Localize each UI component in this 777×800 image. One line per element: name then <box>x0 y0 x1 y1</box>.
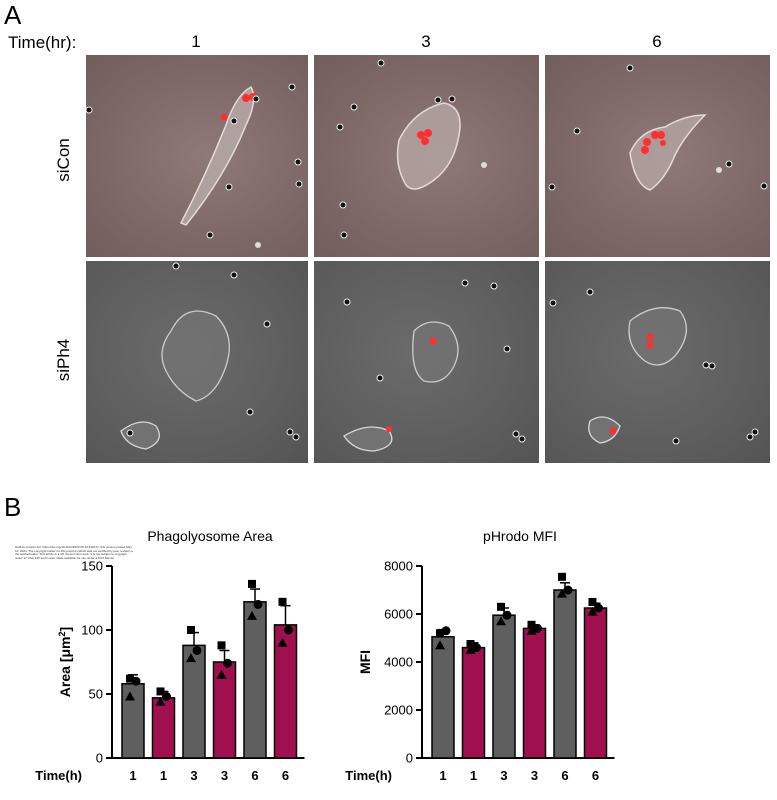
bar-0-4 <box>243 601 267 759</box>
bar-1-1 <box>461 646 486 759</box>
x-tick-label-1-2: 3 <box>500 768 507 783</box>
point-circle-0-3 <box>223 658 232 668</box>
x-axis-label-0: Time(h) <box>35 768 82 783</box>
x-tick-label-1-5: 6 <box>592 768 599 783</box>
time-label: Time(hr): <box>8 33 77 52</box>
micrograph-siph4-6h-content <box>549 288 759 445</box>
point-square-0-4 <box>248 579 256 588</box>
point-square-1-1 <box>466 640 475 648</box>
bar-1-3 <box>522 627 547 759</box>
bar-1-5 <box>583 607 608 759</box>
point-circle-1-2 <box>502 610 512 620</box>
chart-title-area: Phagolyosome Area <box>147 528 273 544</box>
y-tick-label-0-1: 50 <box>89 687 103 702</box>
micrograph-sicon-1h <box>86 55 308 257</box>
point-circle-0-0 <box>131 676 141 686</box>
micrograph-sicon-3h-content <box>336 59 487 239</box>
x-tick-label-1-1: 1 <box>470 768 477 783</box>
point-square-1-3 <box>527 620 536 629</box>
panel-b-letter: B <box>4 492 22 522</box>
micrograph-siph4-3h <box>314 261 539 463</box>
point-triangle-1-0 <box>435 640 445 650</box>
x-tick-label-0-3: 3 <box>221 768 228 783</box>
point-square-1-0 <box>436 629 444 638</box>
y-tick-label-1-3: 6000 <box>384 607 413 622</box>
x-tick-label-0-1: 1 <box>160 768 167 783</box>
panel-a-letter: A <box>4 0 22 30</box>
x-tick-label-1-3: 3 <box>531 768 538 783</box>
column-header-1: 1 <box>191 32 201 51</box>
x-axis-label-1: Time(h) <box>345 768 392 783</box>
x-tick-label-0-5: 6 <box>282 768 289 783</box>
row-label-siph4: siPh4 <box>54 338 73 382</box>
point-triangle-0-2 <box>186 653 196 663</box>
point-circle-0-5 <box>284 625 293 635</box>
point-circle-1-1 <box>472 643 481 653</box>
x-tick-label-0-2: 3 <box>190 768 197 783</box>
point-triangle-1-2 <box>496 616 506 626</box>
point-square-1-5 <box>588 598 597 606</box>
preprint-fine-print: bioRxiv preprint doi: https://doi.org/10… <box>15 545 133 560</box>
point-circle-0-1 <box>162 692 171 702</box>
x-tick-label-1-0: 1 <box>439 768 446 783</box>
micrograph-siph4-6h <box>545 261 770 463</box>
point-circle-1-3 <box>533 623 542 633</box>
point-circle-1-5 <box>594 603 603 613</box>
micrograph-siph4-1h <box>86 261 308 463</box>
micrograph-siph4-3h-content <box>343 279 526 452</box>
point-square-0-2 <box>187 626 195 634</box>
point-circle-1-4 <box>563 585 573 595</box>
x-tick-label-1-4: 6 <box>561 768 568 783</box>
point-triangle-0-5 <box>277 637 288 647</box>
bar-0-3 <box>212 661 237 759</box>
y-axis-label-0: Area [μm2] <box>57 627 73 697</box>
point-square-1-4 <box>558 572 566 581</box>
bar-1-2 <box>492 614 516 759</box>
point-triangle-0-3 <box>216 669 227 679</box>
y-tick-label-1-4: 8000 <box>384 559 413 574</box>
row-label-sicon: siCon <box>54 138 73 182</box>
y-axis-label-1: MFI <box>357 650 373 674</box>
column-header-6: 6 <box>652 32 662 51</box>
micrograph-sicon-6h <box>545 55 770 257</box>
y-tick-label-1-0: 0 <box>406 751 413 766</box>
bar-0-2 <box>182 644 206 759</box>
point-circle-1-0 <box>441 626 451 636</box>
y-tick-label-1-1: 2000 <box>384 703 413 718</box>
point-square-0-5 <box>278 597 287 606</box>
x-tick-label-0-4: 6 <box>251 768 258 783</box>
bar-1-4 <box>553 589 577 759</box>
point-triangle-1-5 <box>587 606 598 616</box>
y-tick-label-0-3: 150 <box>81 559 103 574</box>
y-tick-label-0-0: 0 <box>96 751 103 766</box>
micrograph-sicon-3h <box>314 55 539 257</box>
point-square-0-0 <box>126 674 134 683</box>
y-tick-label-1-2: 4000 <box>384 655 413 670</box>
bar-0-0 <box>121 683 145 759</box>
x-tick-label-0-0: 1 <box>129 768 136 783</box>
micrograph-siph4-1h-content <box>120 262 300 450</box>
point-circle-0-4 <box>253 599 263 609</box>
column-header-3: 3 <box>421 32 431 51</box>
point-triangle-1-3 <box>526 625 537 635</box>
bar-0-5 <box>273 624 298 759</box>
bar-1-0 <box>431 636 455 759</box>
chart-title-mfi: pHrodo MFI <box>483 528 557 544</box>
point-square-1-2 <box>497 602 505 611</box>
micrograph-sicon-6h-content <box>548 64 768 191</box>
point-circle-0-2 <box>192 645 202 655</box>
point-square-0-1 <box>156 687 165 696</box>
y-tick-label-0-2: 100 <box>81 623 103 638</box>
micrograph-sicon-1h-content <box>86 83 303 248</box>
point-square-0-3 <box>217 641 226 650</box>
point-triangle-0-1 <box>155 696 166 706</box>
point-triangle-1-1 <box>465 645 476 654</box>
point-triangle-1-4 <box>557 588 567 598</box>
point-triangle-0-4 <box>247 610 257 620</box>
bar-0-1 <box>151 697 176 759</box>
point-triangle-0-0 <box>125 691 135 701</box>
